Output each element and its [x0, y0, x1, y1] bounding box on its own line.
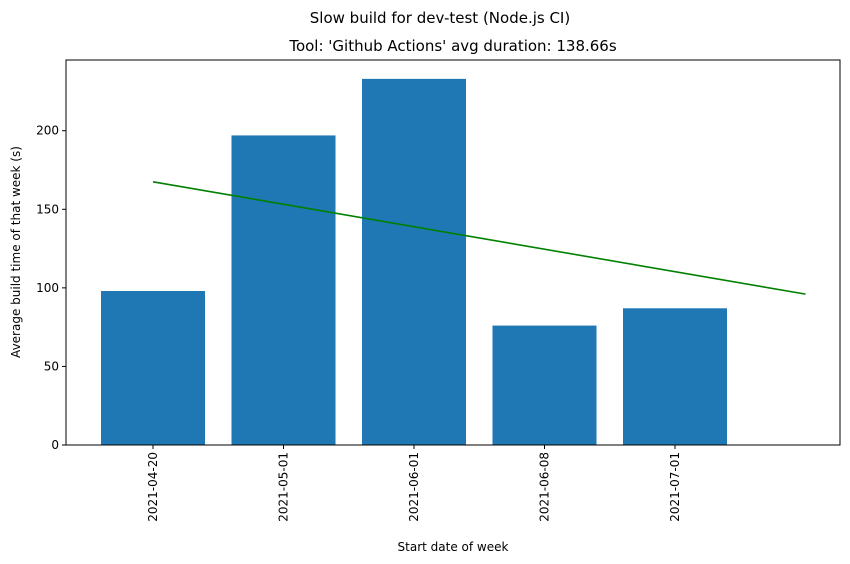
bar-2021-06-08 [492, 325, 597, 445]
x-tick-label-2021-04-20: 2021-04-20 [146, 452, 160, 522]
x-tick-label-2021-07-01: 2021-07-01 [668, 452, 682, 522]
trend-line-group [152, 180, 806, 295]
y-tick-label-150: 150 [36, 202, 59, 216]
y-axis-label: Average build time of that week (s) [9, 146, 23, 358]
y-tick-label-100: 100 [36, 281, 59, 295]
x-tick-label-2021-06-01: 2021-06-01 [407, 452, 421, 522]
bar-2021-07-01 [623, 308, 727, 445]
bars-group [101, 78, 727, 445]
x-tick-label-2021-06-08: 2021-06-08 [538, 452, 552, 522]
trend-line [152, 180, 806, 295]
bar-2021-04-20 [101, 291, 205, 445]
y-tick-label-0: 0 [51, 438, 59, 452]
bar-2021-06-01 [362, 78, 466, 445]
y-tick-label-200: 200 [36, 124, 59, 138]
x-axis: 2021-04-20 2021-05-01 2021-06-01 2021-06-08… [146, 445, 682, 522]
plot-frame [65, 59, 841, 446]
x-tick-label-2021-05-01: 2021-05-01 [277, 452, 291, 522]
y-tick-label-50: 50 [44, 359, 59, 373]
y-axis: 0 50 100 150 200 [36, 124, 66, 452]
bar-2021-05-01 [231, 135, 336, 445]
x-axis-label: Start date of week [398, 540, 509, 554]
chart-title: Tool: 'Github Actions' avg duration: 138… [288, 37, 617, 55]
chart-suptitle: Slow build for dev-test (Node.js CI) [310, 9, 570, 27]
